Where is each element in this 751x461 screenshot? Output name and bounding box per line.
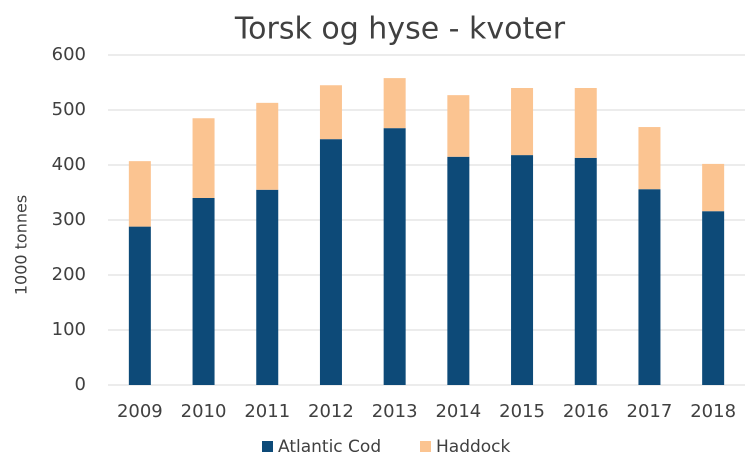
x-tick-label: 2017 <box>627 401 673 422</box>
x-tick-label: 2012 <box>308 401 354 422</box>
x-tick-label: 2011 <box>244 401 290 422</box>
bar-segment <box>319 139 342 385</box>
bar-segment <box>447 95 470 157</box>
bar-segment <box>256 189 279 385</box>
bar-segment <box>511 155 534 385</box>
legend-swatch <box>420 441 431 452</box>
legend-swatch <box>262 441 273 452</box>
legend-label: Haddock <box>436 437 511 457</box>
bar-segment <box>256 102 279 190</box>
bar-segment <box>192 198 215 385</box>
bar-segment <box>574 88 597 158</box>
bar-segment <box>192 118 215 198</box>
x-tick-label: 2013 <box>372 401 418 422</box>
y-tick-label: 200 <box>52 264 86 285</box>
x-tick-label: 2010 <box>181 401 227 422</box>
bar-segment <box>702 163 725 212</box>
bar-segment <box>447 156 470 385</box>
x-tick-label: 2009 <box>117 401 163 422</box>
bar-segment <box>702 211 725 385</box>
y-tick-label: 300 <box>52 209 86 230</box>
y-tick-label: 100 <box>52 319 86 340</box>
y-tick-label: 600 <box>52 44 86 65</box>
y-axis-label: 1000 tonnes <box>12 195 31 295</box>
bar-segment <box>511 88 534 156</box>
bar-segment <box>319 85 342 140</box>
bar-segment <box>638 127 661 190</box>
bar-segment <box>574 157 597 385</box>
x-tick-label: 2015 <box>499 401 545 422</box>
y-tick-label: 0 <box>75 374 86 395</box>
x-tick-label: 2016 <box>563 401 609 422</box>
bar-segment <box>383 128 406 385</box>
bar-segment <box>128 161 151 227</box>
chart-title: Torsk og hyse - kvoter <box>234 12 566 47</box>
x-tick-label: 2014 <box>435 401 481 422</box>
bar-segment <box>638 189 661 385</box>
y-tick-label: 500 <box>52 99 86 120</box>
bar-segment <box>383 78 406 129</box>
bar-segment <box>128 226 151 385</box>
y-tick-label: 400 <box>52 154 86 175</box>
legend-label: Atlantic Cod <box>278 437 381 457</box>
x-tick-label: 2018 <box>690 401 736 422</box>
